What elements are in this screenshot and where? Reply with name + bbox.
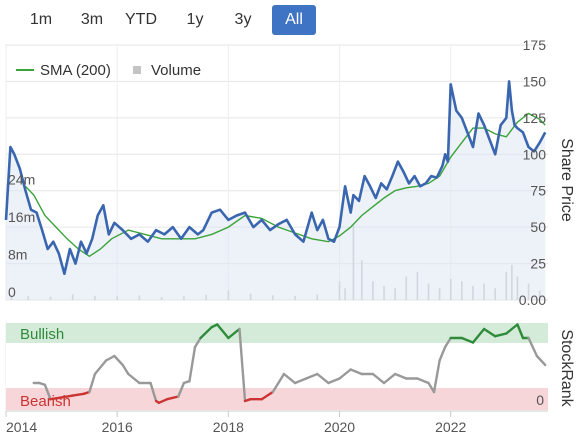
bearish-label: Bearish: [20, 393, 71, 410]
bearish-band: [6, 388, 548, 410]
stockrank-segment: [316, 372, 330, 385]
price-tick-label: 0.00: [519, 292, 546, 308]
x-tick-label: 2018: [213, 419, 244, 435]
share-price-axis-label: Share Price: [558, 138, 575, 222]
stockrank-segment: [260, 390, 275, 401]
stockrank-segment: [157, 398, 169, 404]
stockrank-segment: [432, 359, 441, 394]
stockrank-segment: [535, 354, 547, 367]
range-button-1m[interactable]: 1m: [29, 11, 53, 28]
stockrank-segment: [382, 372, 397, 385]
stockrank-segment: [527, 336, 539, 358]
stockrank-segment: [393, 372, 408, 380]
range-selector: 1m 3m YTD 1y 3y All: [0, 0, 584, 40]
stockrank-segment: [177, 381, 186, 398]
stockrank-segment: [71, 392, 86, 397]
stockrank-segment: [93, 359, 108, 376]
stockrank-segment: [49, 396, 63, 401]
volume-tick-label: 16m: [8, 209, 35, 225]
stockrank-segment: [338, 368, 352, 380]
range-button-1y[interactable]: 1y: [186, 11, 204, 28]
stockrank-segment: [349, 368, 363, 376]
stockrank-segment: [438, 345, 447, 362]
stockrank-segment: [199, 326, 213, 340]
range-button-3m[interactable]: 3m: [80, 11, 104, 28]
price-tick-label: 175: [523, 37, 547, 53]
legend-volume-label: Volume: [151, 62, 201, 79]
legend-sma-label: SMA (200): [40, 62, 111, 79]
stockrank-segment: [188, 345, 197, 383]
stockrank-segment: [113, 354, 124, 367]
x-tick-label: 2022: [435, 419, 466, 435]
price-tick-label: 25: [530, 256, 546, 272]
volume-tick-label: 24m: [8, 172, 35, 188]
stockrank-segment: [482, 327, 497, 338]
stockrank-segment: [227, 327, 241, 340]
stockrank-segment: [327, 377, 341, 385]
stockrank-segment: [193, 336, 202, 349]
stockrank-segment: [493, 332, 508, 338]
stockrank-axis-label: StockRank: [558, 329, 575, 407]
x-tick-label: 2016: [102, 419, 133, 435]
bullish-label: Bullish: [20, 326, 64, 343]
stockrank-segment: [443, 336, 452, 349]
stockrank-segment: [416, 377, 430, 385]
stockrank-segment: [60, 394, 74, 399]
price-line: [4, 80, 547, 276]
price-tick-label: 150: [523, 73, 547, 89]
stockrank-segment: [505, 323, 519, 335]
stockrank-segment: [104, 354, 116, 362]
stockrank-segment: [149, 381, 158, 403]
stockrank-segment: [293, 377, 308, 385]
volume-tick-label: 8m: [8, 247, 27, 263]
volume-tick-label: 0: [8, 284, 16, 300]
stockrank-segment: [216, 323, 230, 340]
stockrank-tick-label: 0: [536, 392, 544, 408]
x-tick-label: 2014: [6, 419, 37, 435]
price-tick-label: 75: [530, 183, 546, 199]
range-button-all[interactable]: All: [272, 5, 316, 35]
price-tick-label: 125: [523, 110, 547, 126]
stockrank-segment: [238, 327, 247, 403]
stockrank-segment: [121, 363, 130, 376]
stockrank-segment: [166, 395, 180, 401]
stockrank-segment: [127, 372, 141, 385]
stockrank-segment: [43, 383, 52, 401]
price-area: [6, 81, 546, 301]
stockrank-segment: [371, 372, 386, 385]
price-tick-label: 50: [530, 219, 546, 235]
range-button-3y[interactable]: 3y: [234, 11, 252, 28]
stockrank-segment: [471, 327, 486, 344]
stockrank-segment: [460, 336, 475, 344]
legend-volume-swatch: [133, 66, 141, 74]
bullish-band: [6, 323, 548, 343]
stockrank-segment: [516, 323, 525, 340]
stockrank-segment: [304, 372, 319, 380]
x-tick-label: 2020: [324, 419, 355, 435]
stockrank-segment: [88, 372, 97, 394]
stockrank-segment: [282, 372, 297, 385]
price-tick-label: 100: [523, 146, 547, 162]
stockrank-segment: [271, 372, 286, 394]
range-button-ytd[interactable]: YTD: [125, 11, 157, 28]
